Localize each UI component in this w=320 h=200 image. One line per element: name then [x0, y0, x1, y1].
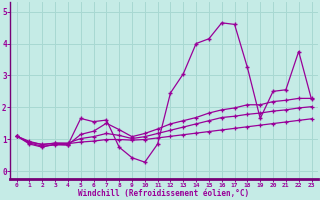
X-axis label: Windchill (Refroidissement éolien,°C): Windchill (Refroidissement éolien,°C) [78, 189, 250, 198]
